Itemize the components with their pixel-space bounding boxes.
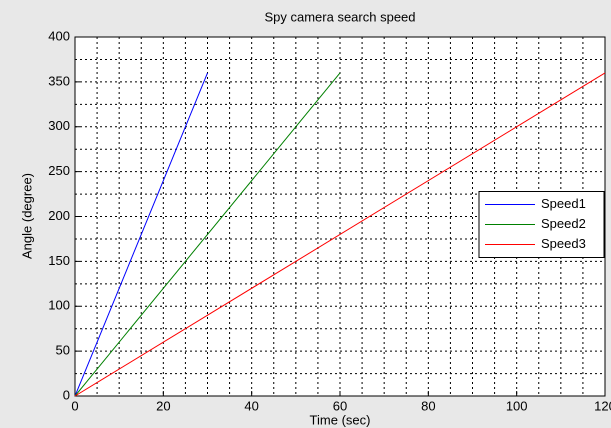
x-tick-label: 120	[594, 398, 611, 413]
y-tick-label: 150	[48, 253, 70, 268]
legend-label: Speed1	[541, 196, 586, 211]
y-tick-label: 200	[48, 208, 70, 223]
x-tick-label: 40	[244, 398, 258, 413]
x-tick-label: 100	[506, 398, 528, 413]
y-tick-label: 250	[48, 163, 70, 178]
y-tick-label: 400	[48, 28, 70, 43]
x-axis-label: Time (sec)	[310, 412, 371, 427]
y-tick-label: 0	[63, 387, 70, 402]
x-tick-label: 20	[156, 398, 170, 413]
chart-title: Spy camera search speed	[264, 9, 415, 24]
y-tick-label: 50	[56, 343, 70, 358]
plot-border	[74, 36, 606, 397]
y-tick-label: 350	[48, 73, 70, 88]
y-tick-label: 100	[48, 298, 70, 313]
x-tick-label: 60	[333, 398, 347, 413]
y-axis-label: Angle (degree)	[19, 173, 34, 259]
y-tick-label: 300	[48, 118, 70, 133]
x-tick-label: 0	[71, 398, 78, 413]
legend-label: Speed2	[541, 216, 586, 231]
x-tick-label: 80	[421, 398, 435, 413]
legend-label: Speed3	[541, 236, 586, 251]
series-line	[74, 72, 341, 397]
series-line	[74, 72, 208, 397]
series-line	[74, 72, 606, 397]
